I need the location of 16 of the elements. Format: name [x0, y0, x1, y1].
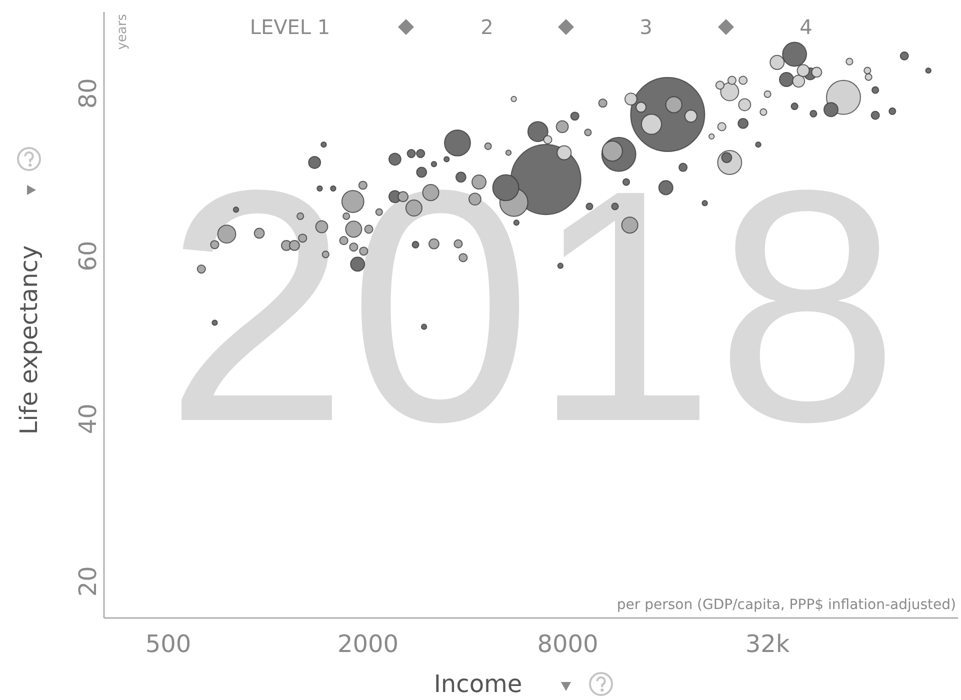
- annotation: LEVEL 1: [250, 15, 330, 39]
- y-tick-label: 80: [74, 78, 102, 109]
- annotation: 2: [480, 15, 494, 39]
- annotation: years: [115, 14, 130, 50]
- y-tick-label: 40: [74, 403, 102, 434]
- x-tick-label: 32k: [745, 630, 790, 658]
- annotation: per person (GDP/capita, PPP$ inflation-adjusted): [616, 597, 956, 613]
- x-tick-label: 2000: [338, 630, 399, 658]
- annotation: 3: [640, 15, 652, 39]
- x-tick-label: 8000: [537, 630, 598, 658]
- y-tick-label: 60: [74, 240, 102, 272]
- y-axis-title: Life expectancy: [15, 245, 43, 435]
- y-tick-label: 20: [74, 566, 102, 597]
- x-tick-label: 500: [145, 630, 192, 658]
- x-axis-title: Income: [434, 670, 522, 698]
- annotation: 4: [800, 15, 812, 39]
